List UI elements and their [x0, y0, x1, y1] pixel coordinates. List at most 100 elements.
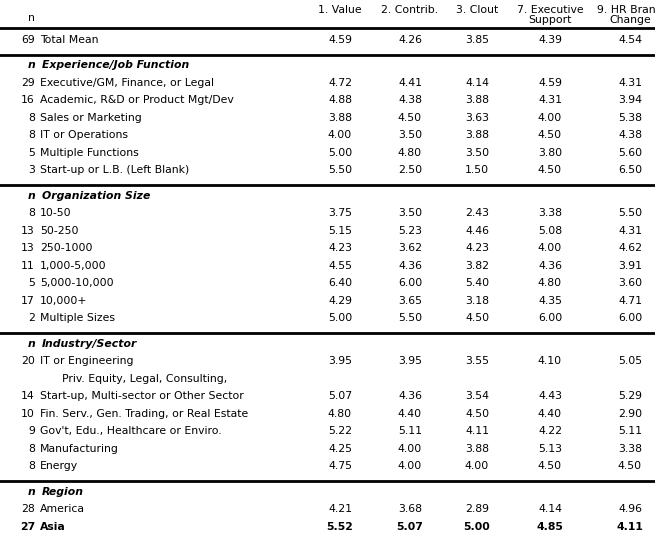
Text: 4.50: 4.50 — [618, 461, 642, 471]
Text: 3.88: 3.88 — [328, 113, 352, 123]
Text: 13: 13 — [21, 243, 35, 253]
Text: 4.00: 4.00 — [328, 130, 352, 140]
Text: 3.38: 3.38 — [618, 444, 642, 454]
Text: 5.50: 5.50 — [328, 165, 352, 175]
Text: 50-250: 50-250 — [40, 226, 79, 236]
Text: 5: 5 — [28, 278, 35, 288]
Text: 4.00: 4.00 — [398, 444, 422, 454]
Text: 5.50: 5.50 — [398, 313, 422, 323]
Text: 3.95: 3.95 — [398, 356, 422, 366]
Text: 29: 29 — [21, 78, 35, 88]
Text: 69: 69 — [21, 34, 35, 45]
Text: 4.75: 4.75 — [328, 461, 352, 471]
Text: 4.41: 4.41 — [398, 78, 422, 88]
Text: 4.43: 4.43 — [538, 391, 562, 401]
Text: 3.60: 3.60 — [618, 278, 642, 288]
Text: 5.08: 5.08 — [538, 226, 562, 236]
Text: Manufacturing: Manufacturing — [40, 444, 119, 454]
Text: Multiple Functions: Multiple Functions — [40, 148, 139, 157]
Text: 3.55: 3.55 — [465, 356, 489, 366]
Text: 3. Clout: 3. Clout — [456, 5, 498, 15]
Text: 3.65: 3.65 — [398, 295, 422, 306]
Text: 5.13: 5.13 — [538, 444, 562, 454]
Text: 8: 8 — [28, 130, 35, 140]
Text: n: n — [28, 487, 35, 496]
Text: 6.40: 6.40 — [328, 278, 352, 288]
Text: 4.10: 4.10 — [538, 356, 562, 366]
Text: 28: 28 — [21, 504, 35, 514]
Text: 5.05: 5.05 — [618, 356, 642, 366]
Text: 9: 9 — [28, 426, 35, 436]
Text: 3.88: 3.88 — [465, 95, 489, 105]
Text: 3.63: 3.63 — [465, 113, 489, 123]
Text: 4.71: 4.71 — [618, 295, 642, 306]
Text: 1. Value: 1. Value — [318, 5, 362, 15]
Text: 5.07: 5.07 — [328, 391, 352, 401]
Text: 4.22: 4.22 — [538, 426, 562, 436]
Text: Asia: Asia — [40, 522, 66, 531]
Text: 4.38: 4.38 — [618, 130, 642, 140]
Text: Industry/Sector: Industry/Sector — [42, 338, 138, 349]
Text: 4.72: 4.72 — [328, 78, 352, 88]
Text: 11: 11 — [21, 261, 35, 271]
Text: 4.46: 4.46 — [465, 226, 489, 236]
Text: 3.54: 3.54 — [465, 391, 489, 401]
Text: 4.11: 4.11 — [465, 426, 489, 436]
Text: 4.88: 4.88 — [328, 95, 352, 105]
Text: Energy: Energy — [40, 461, 78, 471]
Text: 20: 20 — [21, 356, 35, 366]
Text: 4.14: 4.14 — [538, 504, 562, 514]
Text: 4.21: 4.21 — [328, 504, 352, 514]
Text: 4.00: 4.00 — [538, 243, 562, 253]
Text: Start-up, Multi-sector or Other Sector: Start-up, Multi-sector or Other Sector — [40, 391, 244, 401]
Text: IT or Engineering: IT or Engineering — [40, 356, 134, 366]
Text: 4.26: 4.26 — [398, 34, 422, 45]
Text: 4.31: 4.31 — [538, 95, 562, 105]
Text: 2.89: 2.89 — [465, 504, 489, 514]
Text: 3.62: 3.62 — [398, 243, 422, 253]
Text: 4.59: 4.59 — [538, 78, 562, 88]
Text: 9. HR Brand: 9. HR Brand — [597, 5, 655, 15]
Text: 4.50: 4.50 — [538, 130, 562, 140]
Text: 10: 10 — [21, 409, 35, 419]
Text: Region: Region — [42, 487, 84, 496]
Text: 5.11: 5.11 — [618, 426, 642, 436]
Text: 8: 8 — [28, 113, 35, 123]
Text: 4.50: 4.50 — [465, 409, 489, 419]
Text: 5.38: 5.38 — [618, 113, 642, 123]
Text: 4.54: 4.54 — [618, 34, 642, 45]
Text: 4.36: 4.36 — [398, 261, 422, 271]
Text: 3.68: 3.68 — [398, 504, 422, 514]
Text: 4.50: 4.50 — [398, 113, 422, 123]
Text: 10,000+: 10,000+ — [40, 295, 88, 306]
Text: Experience/Job Function: Experience/Job Function — [42, 60, 189, 70]
Text: n: n — [28, 13, 35, 23]
Text: 4.25: 4.25 — [328, 444, 352, 454]
Text: Total Mean: Total Mean — [40, 34, 98, 45]
Text: 4.00: 4.00 — [538, 113, 562, 123]
Text: 1,000-5,000: 1,000-5,000 — [40, 261, 107, 271]
Text: 4.80: 4.80 — [328, 409, 352, 419]
Text: 4.31: 4.31 — [618, 226, 642, 236]
Text: 4.36: 4.36 — [398, 391, 422, 401]
Text: 4.50: 4.50 — [538, 461, 562, 471]
Text: 5.00: 5.00 — [328, 148, 352, 157]
Text: 4.39: 4.39 — [538, 34, 562, 45]
Text: IT or Operations: IT or Operations — [40, 130, 128, 140]
Text: 4.29: 4.29 — [328, 295, 352, 306]
Text: 4.96: 4.96 — [618, 504, 642, 514]
Text: 3.38: 3.38 — [538, 208, 562, 218]
Text: 5.15: 5.15 — [328, 226, 352, 236]
Text: Multiple Sizes: Multiple Sizes — [40, 313, 115, 323]
Text: 5.60: 5.60 — [618, 148, 642, 157]
Text: 6.00: 6.00 — [398, 278, 422, 288]
Text: Fin. Serv., Gen. Trading, or Real Estate: Fin. Serv., Gen. Trading, or Real Estate — [40, 409, 248, 419]
Text: Support: Support — [529, 15, 572, 25]
Text: Start-up or L.B. (Left Blank): Start-up or L.B. (Left Blank) — [40, 165, 189, 175]
Text: 17: 17 — [21, 295, 35, 306]
Text: 5,000-10,000: 5,000-10,000 — [40, 278, 113, 288]
Text: n: n — [28, 191, 35, 201]
Text: 6.00: 6.00 — [618, 313, 642, 323]
Text: 3.50: 3.50 — [465, 148, 489, 157]
Text: n: n — [28, 60, 35, 70]
